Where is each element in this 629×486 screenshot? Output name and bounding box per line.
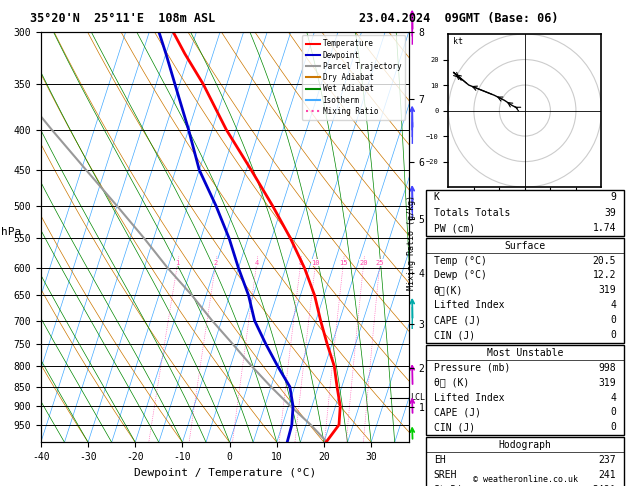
Text: 319: 319 bbox=[598, 378, 616, 387]
Text: Hodograph: Hodograph bbox=[498, 440, 552, 450]
Text: 4: 4 bbox=[610, 300, 616, 311]
Text: 25: 25 bbox=[376, 260, 384, 266]
Text: 4: 4 bbox=[255, 260, 259, 266]
Text: 9: 9 bbox=[610, 192, 616, 202]
Text: 0: 0 bbox=[610, 330, 616, 340]
Text: Totals Totals: Totals Totals bbox=[434, 208, 510, 218]
Y-axis label: hPa: hPa bbox=[1, 227, 21, 237]
X-axis label: Dewpoint / Temperature (°C): Dewpoint / Temperature (°C) bbox=[134, 468, 316, 478]
Text: 0: 0 bbox=[610, 422, 616, 433]
Text: CIN (J): CIN (J) bbox=[434, 422, 475, 433]
Text: 15: 15 bbox=[339, 260, 348, 266]
Text: Pressure (mb): Pressure (mb) bbox=[434, 363, 510, 373]
Text: kt: kt bbox=[454, 37, 464, 46]
Text: Dewp (°C): Dewp (°C) bbox=[434, 270, 487, 280]
Text: 20: 20 bbox=[360, 260, 368, 266]
Text: 23.04.2024  09GMT (Base: 06): 23.04.2024 09GMT (Base: 06) bbox=[359, 12, 559, 25]
Text: 0: 0 bbox=[610, 315, 616, 325]
Text: 249°: 249° bbox=[593, 485, 616, 486]
Text: LCL: LCL bbox=[410, 393, 425, 402]
Text: PW (cm): PW (cm) bbox=[434, 223, 475, 233]
Text: 241: 241 bbox=[598, 470, 616, 480]
Text: 20.5: 20.5 bbox=[593, 256, 616, 265]
Text: CIN (J): CIN (J) bbox=[434, 330, 475, 340]
Text: θᴇ(K): θᴇ(K) bbox=[434, 285, 463, 295]
Text: 8: 8 bbox=[299, 260, 303, 266]
Text: 1: 1 bbox=[175, 260, 180, 266]
Text: 0: 0 bbox=[610, 407, 616, 417]
Text: 2: 2 bbox=[214, 260, 218, 266]
Text: 39: 39 bbox=[604, 208, 616, 218]
Text: EH: EH bbox=[434, 455, 445, 465]
Y-axis label: km
ASL: km ASL bbox=[435, 226, 453, 248]
Text: 1.74: 1.74 bbox=[593, 223, 616, 233]
Text: Surface: Surface bbox=[504, 241, 545, 251]
Text: Lifted Index: Lifted Index bbox=[434, 393, 504, 402]
Text: 4: 4 bbox=[610, 393, 616, 402]
Text: Temp (°C): Temp (°C) bbox=[434, 256, 487, 265]
Text: θᴇ (K): θᴇ (K) bbox=[434, 378, 469, 387]
Text: StmDir: StmDir bbox=[434, 485, 469, 486]
Text: 237: 237 bbox=[598, 455, 616, 465]
Text: CAPE (J): CAPE (J) bbox=[434, 315, 481, 325]
Text: CAPE (J): CAPE (J) bbox=[434, 407, 481, 417]
Text: K: K bbox=[434, 192, 440, 202]
Text: Lifted Index: Lifted Index bbox=[434, 300, 504, 311]
Text: 12.2: 12.2 bbox=[593, 270, 616, 280]
Legend: Temperature, Dewpoint, Parcel Trajectory, Dry Adiabat, Wet Adiabat, Isotherm, Mi: Temperature, Dewpoint, Parcel Trajectory… bbox=[302, 35, 405, 120]
Text: 10: 10 bbox=[311, 260, 320, 266]
Text: 35°20'N  25°11'E  108m ASL: 35°20'N 25°11'E 108m ASL bbox=[30, 12, 215, 25]
Text: SREH: SREH bbox=[434, 470, 457, 480]
Text: 998: 998 bbox=[598, 363, 616, 373]
Text: Mixing Ratio (g/kg): Mixing Ratio (g/kg) bbox=[408, 195, 416, 291]
Text: © weatheronline.co.uk: © weatheronline.co.uk bbox=[473, 474, 577, 484]
Text: Most Unstable: Most Unstable bbox=[487, 347, 563, 358]
Text: 319: 319 bbox=[598, 285, 616, 295]
